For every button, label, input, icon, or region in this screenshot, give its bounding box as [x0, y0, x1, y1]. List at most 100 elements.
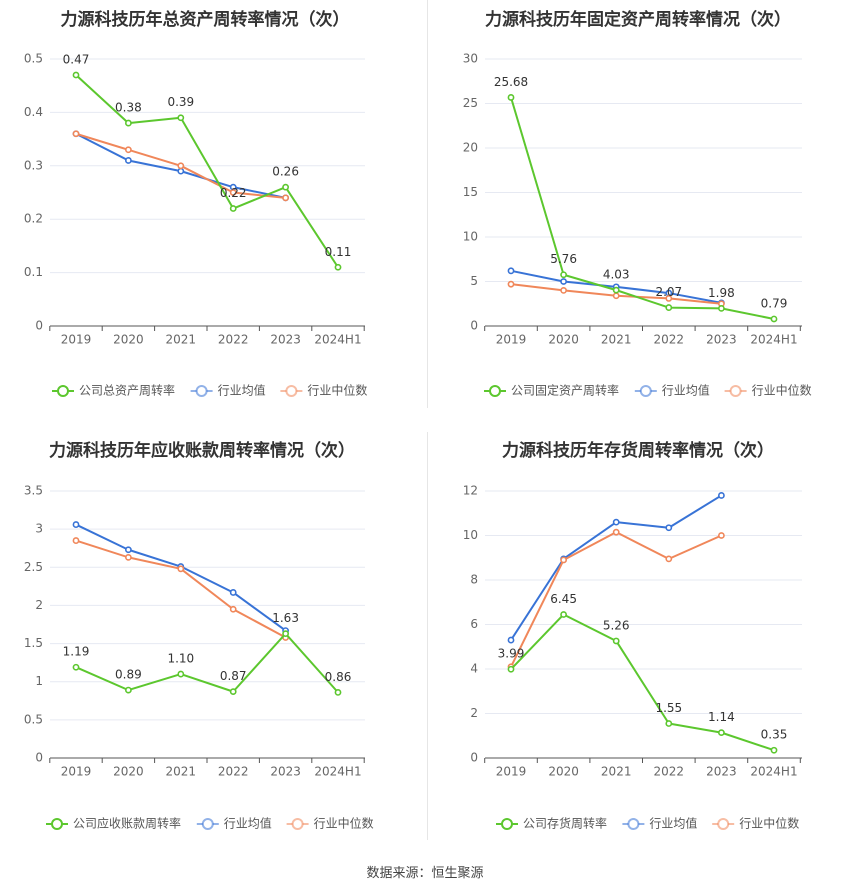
legend-item-median: 行业中位数: [712, 816, 799, 831]
data-point-company: [229, 205, 237, 212]
data-label: 3.99: [498, 647, 525, 661]
x-tick-label: 2024H1: [750, 333, 797, 347]
legend-marker: [51, 818, 63, 830]
legend-label: 公司存货周转率: [523, 816, 607, 831]
data-label: 5.76: [550, 252, 577, 266]
y-tick-label: 1.5: [24, 636, 43, 650]
legend-marker: [291, 818, 304, 830]
chart-title: 力源科技历年总资产周转率情况（次）: [61, 9, 350, 30]
data-point-company: [334, 688, 342, 696]
legend-item-company: 公司总资产周转率: [52, 383, 175, 398]
data-point-avg: [124, 157, 132, 164]
x-tick-label: 2023: [706, 333, 737, 347]
legend-item-avg: 行业均值: [634, 383, 710, 398]
legend-label: 行业中位数: [314, 816, 374, 831]
x-tick-label: 2020: [113, 765, 144, 779]
legend-marker: [729, 385, 742, 397]
data-point-company: [718, 304, 725, 312]
legend-label: 公司固定资产周转率: [511, 383, 619, 398]
y-tick-label: 5: [470, 274, 478, 288]
data-point-median: [177, 162, 185, 170]
y-tick-label: 10: [463, 230, 478, 244]
legend-label: 行业中位数: [739, 816, 799, 831]
data-point-avg: [612, 518, 620, 526]
series-line-median: [75, 539, 287, 639]
legend-item-company: 公司固定资产周转率: [484, 383, 619, 398]
legend-item-median: 行业中位数: [280, 383, 367, 398]
data-point-median: [229, 189, 237, 196]
chart-panel-2: 力源科技历年固定资产周转率情况（次） 0 5 10 15 20 25 30 2019 2020 20…: [463, 9, 812, 398]
data-label: 0.11: [325, 245, 352, 259]
legend-label: 公司总资产周转率: [79, 383, 175, 398]
legend-item-avg: 行业均值: [196, 816, 272, 831]
data-point-company: [507, 665, 515, 673]
legend-item-avg: 行业均值: [190, 383, 266, 398]
data-point-median: [612, 292, 620, 300]
data-source-label: 数据来源：: [366, 866, 432, 881]
x-tick-label: 2020: [548, 765, 579, 779]
legend-marker: [57, 385, 69, 397]
legend-item-median: 行业中位数: [724, 383, 812, 398]
legend-marker: [639, 385, 652, 397]
x-tick-label: 2020: [113, 333, 144, 347]
data-source-footer: 数据来源：恒生聚源: [0, 862, 850, 881]
y-tick-label: 1: [35, 674, 43, 688]
chart-panel-1: 力源科技历年总资产周转率情况（次） 0 0.1 0.2 0.3 0.4 0.5 2019 202…: [24, 9, 368, 398]
x-tick-label: 2023: [270, 333, 301, 347]
data-point-median: [560, 286, 567, 294]
y-tick-label: 3: [35, 522, 43, 536]
series-line-company: [510, 97, 775, 320]
data-point-avg: [718, 492, 725, 499]
legend-item-avg: 行业均值: [622, 816, 697, 831]
data-point-avg: [560, 278, 567, 285]
data-point-avg: [229, 589, 237, 596]
data-point-avg: [124, 546, 132, 554]
legend-label: 行业均值: [649, 816, 697, 831]
data-point-median: [612, 528, 620, 536]
legend-label: 公司应收账款周转率: [73, 816, 181, 831]
data-point-company: [72, 663, 80, 671]
series-line-avg: [75, 523, 287, 632]
data-point-median: [507, 280, 515, 288]
x-tick-label: 2023: [706, 765, 737, 779]
x-tick-label: 2022: [654, 765, 685, 779]
chart-title: 力源科技历年存货周转率情况（次）: [502, 440, 774, 461]
data-point-company: [560, 271, 567, 279]
data-point-company: [282, 183, 289, 191]
y-tick-label: 15: [463, 185, 478, 199]
legend-label: 行业中位数: [307, 383, 367, 398]
series-line-median: [510, 531, 722, 668]
data-point-company: [72, 71, 80, 79]
data-label: 1.55: [655, 701, 682, 715]
data-point-company: [665, 304, 673, 311]
y-tick-label: 20: [463, 141, 478, 155]
legend-label: 行业均值: [218, 383, 266, 398]
data-point-median: [665, 555, 673, 563]
data-point-avg: [177, 167, 185, 175]
data-label: 1.63: [272, 611, 299, 625]
x-tick-label: 2024H1: [750, 765, 797, 779]
data-point-avg: [507, 636, 515, 644]
y-tick-label: 0.4: [24, 105, 43, 119]
data-point-company: [507, 94, 515, 101]
legend-marker: [285, 385, 298, 397]
data-label: 0.35: [761, 728, 788, 742]
data-label: 0.89: [115, 668, 142, 682]
y-tick-label: 0.5: [24, 52, 43, 66]
data-point-company: [177, 670, 185, 678]
x-tick-label: 2023: [270, 765, 301, 779]
x-tick-label: 2024H1: [314, 333, 361, 347]
x-tick-label: 2021: [601, 765, 632, 779]
data-point-avg: [72, 521, 80, 528]
x-tick-label: 2021: [166, 765, 197, 779]
y-tick-label: 4: [470, 662, 478, 676]
data-point-median: [665, 295, 673, 302]
data-point-company: [665, 720, 673, 727]
data-point-median: [718, 532, 725, 539]
x-tick-label: 2019: [496, 765, 527, 779]
data-point-company: [282, 630, 289, 638]
data-point-company: [177, 114, 185, 122]
data-point-median: [72, 537, 80, 544]
legend-marker: [501, 818, 513, 830]
legend-item-median: 行业中位数: [286, 816, 374, 831]
